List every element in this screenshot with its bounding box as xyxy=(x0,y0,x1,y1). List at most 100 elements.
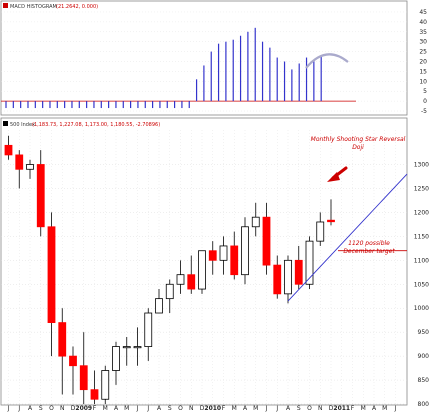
x-axis-label: A xyxy=(114,405,119,412)
price-tick-label: 1000 xyxy=(414,305,429,312)
x-axis-label: M xyxy=(232,405,237,412)
x-axis-label: O xyxy=(307,405,312,412)
price-tick-label: 1300 xyxy=(414,161,429,168)
candle-body xyxy=(58,322,67,357)
annotation-arrow-head xyxy=(327,172,340,182)
x-axis-label: J xyxy=(146,405,149,412)
candle-body xyxy=(155,298,163,314)
x-axis-label: J xyxy=(7,405,10,412)
x-axis-label: N xyxy=(60,405,65,412)
x-axis-label: F xyxy=(93,405,97,412)
price-tick-label: 900 xyxy=(418,353,430,360)
candle-body xyxy=(219,245,228,261)
candle-body xyxy=(47,226,56,323)
x-axis-label: A xyxy=(286,405,291,412)
candle-body xyxy=(4,144,13,156)
candle-body xyxy=(176,274,185,285)
x-axis-label: J xyxy=(265,405,268,412)
candle-body xyxy=(251,216,260,228)
annotation-target: 1120 possible xyxy=(348,240,390,247)
candle-body xyxy=(208,250,217,261)
macd-title: MACD HISTOGRAM xyxy=(10,4,57,10)
x-axis-label: 2010 xyxy=(204,405,221,412)
price-tick-label: 1200 xyxy=(414,209,429,216)
annotation-target-line2: December target xyxy=(343,248,395,255)
candle-body xyxy=(144,312,153,347)
x-axis-label: M xyxy=(253,405,258,412)
x-axis-label: J xyxy=(275,405,278,412)
candle-body xyxy=(262,216,271,266)
macd-tick-label: 30 xyxy=(419,39,427,46)
candle-body xyxy=(327,219,335,223)
x-axis-label: D xyxy=(200,405,205,412)
macd-tick-label: 15 xyxy=(419,68,427,75)
candle-body xyxy=(165,283,174,300)
x-axis-label: A xyxy=(372,405,377,412)
candle-body xyxy=(198,250,206,290)
x-axis-label: J xyxy=(17,405,20,412)
price-tick-label: 800 xyxy=(418,401,430,408)
candle-body xyxy=(90,389,99,400)
x-axis-label: A xyxy=(243,405,248,412)
x-axis-label: 2009 xyxy=(75,405,92,412)
x-axis-label: D xyxy=(329,405,334,412)
candle-body xyxy=(79,365,88,391)
x-axis-label: A xyxy=(28,405,33,412)
x-axis-label: O xyxy=(49,405,54,412)
macd-tick-label: 25 xyxy=(419,49,427,56)
candle-body xyxy=(112,346,120,371)
x-axis-label: N xyxy=(189,405,194,412)
price-tick-label: 1100 xyxy=(414,257,429,264)
macd-annotation-arc xyxy=(305,53,349,69)
price-tick-label: 1250 xyxy=(414,185,429,192)
x-axis-label: M xyxy=(124,405,129,412)
x-axis-label: A xyxy=(157,405,162,412)
macd-tick-label: 40 xyxy=(419,19,427,26)
candle-body xyxy=(284,259,292,295)
price-tick-label: 1150 xyxy=(414,233,429,240)
macd-tick-label: 35 xyxy=(419,29,427,36)
candle-body xyxy=(15,154,24,170)
x-axis-label: S xyxy=(297,405,301,412)
x-axis-label: 2011 xyxy=(333,405,350,412)
x-axis-label: D xyxy=(71,405,76,412)
x-axis-label: M xyxy=(103,405,108,412)
annotation-shooting-star-line2: Doji xyxy=(352,144,364,151)
macd-tick-label: 45 xyxy=(419,9,427,16)
annotation-shooting-star: Monthly Shooting Star Reversal xyxy=(311,136,406,143)
candle-body xyxy=(187,274,196,290)
price-tick-label: 850 xyxy=(418,377,430,384)
candle-body xyxy=(122,346,131,349)
macd-tick-label: 20 xyxy=(419,59,427,66)
macd-tick-label: -5 xyxy=(421,108,427,115)
price-title: 500 Index xyxy=(10,122,35,128)
x-axis-label: M xyxy=(382,405,387,412)
candle-body xyxy=(36,164,45,228)
macd-tick-label: 5 xyxy=(423,88,427,95)
x-axis-label: N xyxy=(318,405,323,412)
x-axis-label: F xyxy=(351,405,355,412)
macd-params: (21.2642, 0.000) xyxy=(56,4,98,10)
x-axis-label: O xyxy=(178,405,183,412)
price-tick-label: 1050 xyxy=(414,281,429,288)
x-axis-label: M xyxy=(361,405,366,412)
candle-body xyxy=(101,370,110,400)
trendline xyxy=(287,173,408,302)
x-axis-label: F xyxy=(222,405,226,412)
price-title-icon xyxy=(3,121,8,126)
candle-body xyxy=(316,221,325,242)
x-axis-label: S xyxy=(39,405,43,412)
candle-body xyxy=(294,259,303,285)
x-axis-label: S xyxy=(168,405,172,412)
x-axis-label: J xyxy=(394,405,397,412)
price-tick-label: 950 xyxy=(418,329,430,336)
candle-body xyxy=(273,264,282,295)
macd-tick-label: 10 xyxy=(419,78,427,85)
macd-title-icon xyxy=(3,3,8,8)
candle-body xyxy=(230,245,239,276)
candle-body xyxy=(305,240,314,285)
candle-body xyxy=(241,226,249,276)
candle-body xyxy=(26,164,34,170)
macd-tick-label: 0 xyxy=(423,98,427,105)
